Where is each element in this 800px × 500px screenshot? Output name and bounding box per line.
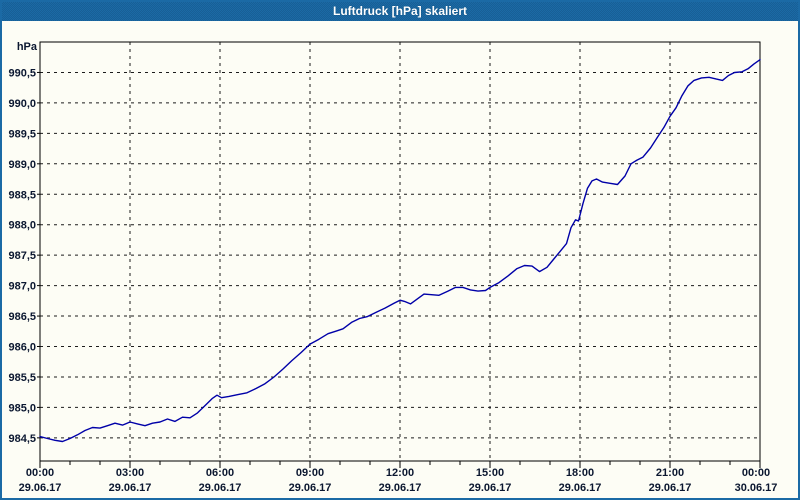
x-tick-time-label: 12:00 xyxy=(386,467,414,479)
x-tick-time-label: 06:00 xyxy=(206,467,234,479)
y-tick-label: 989,0 xyxy=(8,159,36,171)
y-tick-label: 988,0 xyxy=(8,220,36,232)
y-tick-label: 989,5 xyxy=(8,128,36,140)
y-tick-label: 986,5 xyxy=(8,311,36,323)
x-tick-date-label: 29.06.17 xyxy=(19,482,62,494)
y-tick-label: 986,0 xyxy=(8,342,36,354)
y-tick-label: 990,0 xyxy=(8,98,36,110)
y-tick-label: 987,0 xyxy=(8,281,36,293)
chart-host: 984,5 985,0 985,5 986,0 986,5 987,0 987,5 988,0… xyxy=(2,21,798,498)
plot-border xyxy=(39,41,761,462)
x-tick-date-label: 29.06.17 xyxy=(199,482,242,494)
x-tick-time-label: 00:00 xyxy=(742,467,770,479)
y-axis-unit-label: hPa xyxy=(17,41,38,53)
x-tick-date-label: 29.06.17 xyxy=(379,482,422,494)
pressure-line-chart: 984,5 985,0 985,5 986,0 986,5 987,0 987,5 988,0… xyxy=(8,41,778,494)
y-tick-label: 987,5 xyxy=(8,250,36,262)
x-tick-time-label: 00:00 xyxy=(26,467,54,479)
y-tick-label: 990,5 xyxy=(8,67,36,79)
x-tick-date-label: 29.06.17 xyxy=(289,482,332,494)
x-tick-time-label: 15:00 xyxy=(476,467,504,479)
y-tick-label: 984,5 xyxy=(8,433,36,445)
x-tick-time-label: 21:00 xyxy=(656,467,684,479)
x-tick-date-label: 29.06.17 xyxy=(469,482,512,494)
x-tick-date-label: 29.06.17 xyxy=(649,482,692,494)
window-titlebar[interactable]: Luftdruck [hPa] skaliert xyxy=(2,2,798,21)
y-tick-label: 985,5 xyxy=(8,372,36,384)
x-tick-time-label: 03:00 xyxy=(116,467,144,479)
x-tick-date-label: 29.06.17 xyxy=(559,482,602,494)
window-title: Luftdruck [hPa] skaliert xyxy=(332,4,468,18)
x-tick-date-label: 29.06.17 xyxy=(109,482,152,494)
x-tick-time-label: 09:00 xyxy=(296,467,324,479)
x-tick-date-label: 30.06.17 xyxy=(735,482,778,494)
x-tick-time-label: 18:00 xyxy=(566,467,594,479)
y-tick-label: 985,0 xyxy=(8,402,36,414)
y-tick-label: 988,5 xyxy=(8,189,36,201)
pressure-series-line xyxy=(39,59,761,443)
